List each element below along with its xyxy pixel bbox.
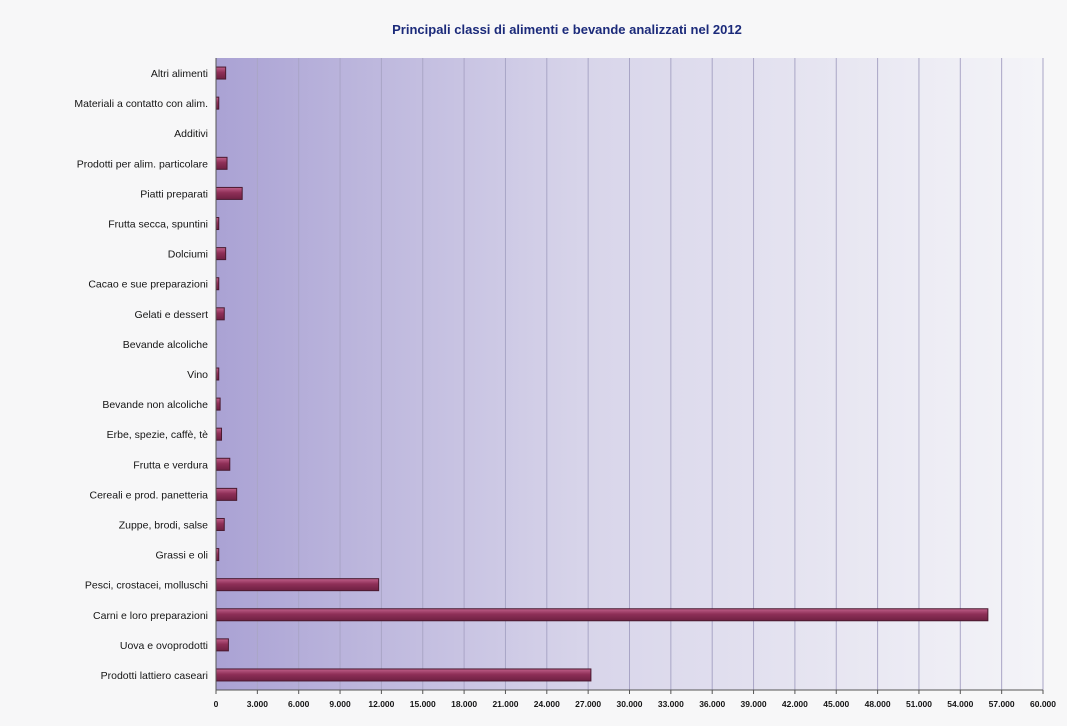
category-label: Cacao e sue preparazioni bbox=[88, 279, 208, 291]
x-tick-label: 24.000 bbox=[534, 699, 560, 709]
category-label: Piatti preparati bbox=[140, 188, 208, 200]
gridlines bbox=[256, 58, 1044, 690]
x-tick-label: 48.000 bbox=[865, 699, 891, 709]
bar bbox=[215, 307, 225, 321]
category-label: Prodotti per alim. particolare bbox=[77, 158, 208, 170]
category-label: Prodotti lattiero caseari bbox=[101, 670, 208, 682]
bar bbox=[215, 457, 231, 471]
x-tick-label: 36.000 bbox=[699, 699, 725, 709]
category-labels: Altri alimenti Materiali a contatto con a… bbox=[74, 68, 208, 682]
x-tick-label: 3.000 bbox=[247, 699, 269, 709]
bars bbox=[215, 66, 989, 682]
x-tick-label: 0 bbox=[214, 699, 219, 709]
bar bbox=[215, 608, 989, 622]
category-label: Zuppe, brodi, salse bbox=[119, 519, 208, 531]
x-tick-label: 57.000 bbox=[989, 699, 1015, 709]
bar bbox=[215, 247, 227, 261]
x-tick-label: 27.000 bbox=[575, 699, 601, 709]
bar bbox=[215, 156, 228, 170]
category-label: Erbe, spezie, caffè, tè bbox=[107, 429, 209, 441]
category-label: Uova e ovoprodotti bbox=[120, 640, 208, 652]
x-tick-label: 15.000 bbox=[410, 699, 436, 709]
x-tick-label: 39.000 bbox=[741, 699, 767, 709]
category-label: Dolciumi bbox=[168, 249, 208, 261]
x-tick-label: 42.000 bbox=[782, 699, 808, 709]
bar bbox=[215, 668, 592, 682]
bar bbox=[215, 397, 221, 411]
bar bbox=[215, 638, 229, 652]
x-tick-label: 54.000 bbox=[947, 699, 973, 709]
x-tick-label: 6.000 bbox=[288, 699, 310, 709]
category-label: Frutta e verdura bbox=[133, 459, 208, 471]
x-tick-label: 45.000 bbox=[823, 699, 849, 709]
bar bbox=[215, 578, 380, 592]
category-label: Materiali a contatto con alim. bbox=[74, 98, 208, 110]
x-tick-label: 21.000 bbox=[492, 699, 518, 709]
category-label: Pesci, crostacei, molluschi bbox=[85, 580, 208, 592]
category-label: Bevande alcoliche bbox=[123, 339, 208, 351]
category-label: Altri alimenti bbox=[151, 68, 208, 80]
bar bbox=[215, 186, 243, 200]
category-label: Cereali e prod. panetteria bbox=[90, 489, 209, 501]
category-label: Carni e loro preparazioni bbox=[93, 610, 208, 622]
bar bbox=[215, 517, 225, 531]
category-label: Frutta secca, spuntini bbox=[108, 219, 208, 231]
x-tick-label: 9.000 bbox=[329, 699, 351, 709]
x-tick-label: 12.000 bbox=[368, 699, 394, 709]
x-tick-label: 30.000 bbox=[617, 699, 643, 709]
category-label: Bevande non alcoliche bbox=[102, 399, 208, 411]
bar bbox=[215, 66, 227, 80]
category-label: Gelati e dessert bbox=[134, 309, 208, 321]
x-tick-label: 18.000 bbox=[451, 699, 477, 709]
bar bbox=[215, 487, 238, 501]
chart-title: Principali classi di alimenti e bevande … bbox=[392, 22, 742, 37]
x-tick-label: 51.000 bbox=[906, 699, 932, 709]
bar bbox=[215, 427, 223, 441]
x-axis-ticks: 0 3.000 6.000 9.000 12.000 15.000 18.000 21.000… bbox=[214, 690, 1056, 709]
category-label: Additivi bbox=[174, 128, 208, 140]
category-label: Vino bbox=[187, 369, 208, 381]
category-label: Grassi e oli bbox=[155, 550, 208, 562]
x-tick-label: 60.000 bbox=[1030, 699, 1056, 709]
x-tick-label: 33.000 bbox=[658, 699, 684, 709]
